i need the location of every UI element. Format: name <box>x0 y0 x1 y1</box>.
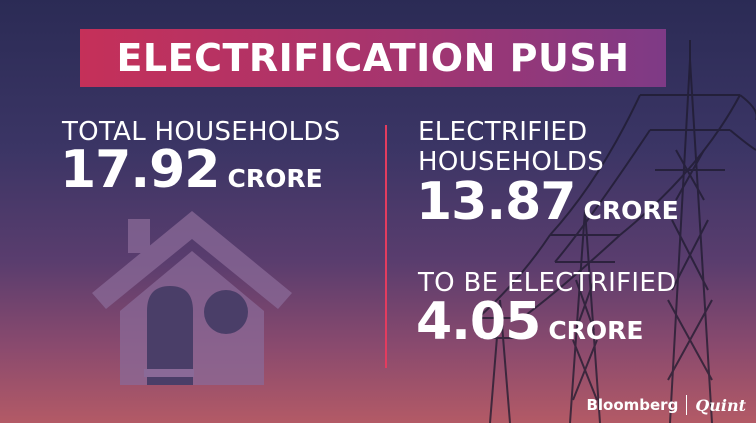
pending-unit: CRORE <box>548 316 644 345</box>
brand-logo: Bloomberg Quint <box>586 395 746 415</box>
pending-label: TO BE ELECTRIFIED <box>418 268 677 298</box>
logo-separator <box>686 395 688 415</box>
bloomberg-logo: Bloomberg <box>586 396 679 414</box>
total-households-value-line: 17.92 CRORE <box>60 140 323 200</box>
pending-value-line: 4.05 CRORE <box>416 292 644 352</box>
pending-value: 4.05 <box>416 292 541 352</box>
total-households-value: 17.92 <box>60 140 220 200</box>
page-title: ELECTRIFICATION PUSH <box>116 36 630 80</box>
electrified-label-line2: HOUSEHOLDS <box>418 147 605 177</box>
electrified-value: 13.87 <box>416 172 576 232</box>
electrified-label-line1: ELECTRIFIED <box>418 117 588 147</box>
total-households-unit: CRORE <box>227 164 323 193</box>
house-icon <box>92 211 292 385</box>
quint-logo: Quint <box>695 395 746 415</box>
electrified-value-line: 13.87 CRORE <box>416 172 679 232</box>
electrified-unit: CRORE <box>583 196 679 225</box>
divider <box>385 125 387 368</box>
title-banner: ELECTRIFICATION PUSH <box>80 29 666 87</box>
total-households-label: TOTAL HOUSEHOLDS <box>62 117 341 147</box>
